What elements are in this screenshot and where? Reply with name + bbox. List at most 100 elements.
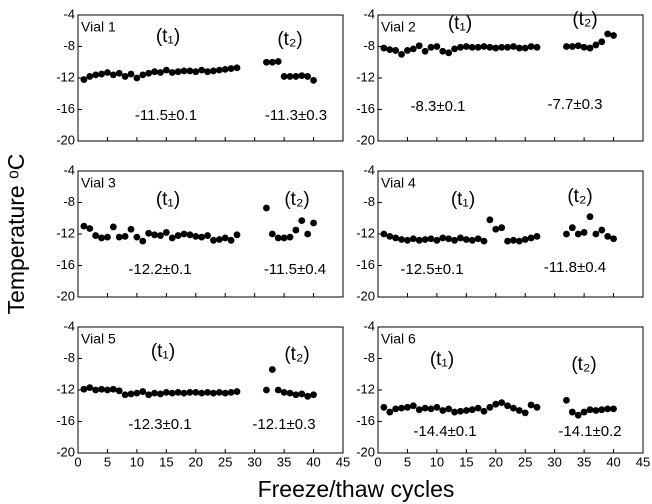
data-point xyxy=(604,232,612,240)
data-point xyxy=(298,72,306,80)
data-point xyxy=(221,389,229,397)
data-point xyxy=(233,64,241,72)
data-point xyxy=(586,213,594,221)
mean-annotation: -12.2±0.1 xyxy=(128,261,191,278)
data-point xyxy=(162,388,170,396)
data-point xyxy=(480,237,488,245)
data-point xyxy=(221,65,229,73)
data-point xyxy=(139,237,147,245)
data-point xyxy=(380,230,388,238)
data-point xyxy=(409,402,417,410)
mean-annotation: -12.5±0.1 xyxy=(400,261,463,278)
data-point xyxy=(133,389,141,397)
data-point xyxy=(421,236,429,243)
data-point xyxy=(145,69,153,77)
data-point xyxy=(533,232,541,240)
data-point xyxy=(98,234,105,242)
data-point xyxy=(180,389,188,397)
data-point xyxy=(386,408,394,416)
data-point xyxy=(409,235,417,243)
data-point xyxy=(121,391,129,399)
panel-title: Vial 5 xyxy=(81,331,116,347)
data-point xyxy=(192,68,200,76)
data-point xyxy=(109,385,117,393)
y-tick-label: -12 xyxy=(356,69,375,84)
y-tick-label: -20 xyxy=(56,288,75,303)
data-point xyxy=(204,68,211,76)
data-point xyxy=(451,45,458,53)
data-point xyxy=(486,403,494,411)
data-point xyxy=(268,366,276,373)
phase-label: (t₁) xyxy=(448,13,472,34)
data-point xyxy=(415,406,423,414)
data-point xyxy=(86,384,94,392)
data-point xyxy=(92,232,100,239)
data-point xyxy=(510,236,517,244)
phase-label: (t₁) xyxy=(451,189,475,210)
data-point xyxy=(151,231,158,239)
data-point xyxy=(462,43,470,50)
data-point xyxy=(515,237,523,245)
data-point xyxy=(568,408,576,416)
data-point xyxy=(527,234,535,242)
data-point xyxy=(563,230,570,238)
y-tick-label: -8 xyxy=(363,194,375,209)
data-point xyxy=(286,389,294,397)
data-point xyxy=(168,234,176,242)
y-tick-label: -20 xyxy=(356,132,375,147)
phase-label: (t₂) xyxy=(284,344,309,365)
data-point xyxy=(598,226,606,234)
panel-title: Vial 2 xyxy=(381,19,416,35)
data-point xyxy=(92,386,100,394)
y-tick-label: -16 xyxy=(356,413,375,428)
x-tick-label: 25 xyxy=(218,454,232,469)
data-point xyxy=(233,388,241,395)
data-point xyxy=(162,66,170,74)
data-point xyxy=(486,43,494,51)
y-tick-label: -8 xyxy=(363,38,375,53)
data-point xyxy=(498,43,506,51)
data-point xyxy=(198,389,206,397)
data-point xyxy=(421,404,429,412)
data-point xyxy=(415,42,423,50)
data-point xyxy=(174,388,182,396)
x-tick-label: 25 xyxy=(518,454,532,469)
data-point xyxy=(198,233,206,241)
y-tick-label: -16 xyxy=(356,257,375,272)
data-point xyxy=(86,73,94,80)
data-point xyxy=(139,71,147,79)
data-point xyxy=(592,41,600,49)
x-axis-label: Freeze/thaw cycles xyxy=(258,476,455,502)
data-point xyxy=(468,236,476,244)
y-tick-label: -4 xyxy=(63,318,75,333)
y-tick-label: -16 xyxy=(356,101,375,116)
data-point xyxy=(127,390,135,398)
data-point xyxy=(415,236,423,244)
data-point xyxy=(151,68,158,76)
data-point xyxy=(227,65,235,72)
data-point xyxy=(386,232,394,240)
x-tick-label: 20 xyxy=(189,454,203,469)
data-point xyxy=(504,237,511,245)
x-tick-label: 15 xyxy=(459,454,473,469)
data-point xyxy=(80,222,88,230)
data-point xyxy=(121,73,129,80)
data-point xyxy=(168,389,176,397)
phase-label: (t₂) xyxy=(284,189,309,210)
data-point xyxy=(292,226,300,234)
data-point xyxy=(192,232,200,240)
data-point xyxy=(210,67,217,75)
data-point xyxy=(521,409,529,417)
y-tick-label: -8 xyxy=(63,350,75,365)
plot-frame xyxy=(377,14,644,142)
y-tick-label: -8 xyxy=(63,38,75,53)
data-point xyxy=(263,386,270,394)
y-tick-label: -12 xyxy=(356,225,375,240)
mean-annotation: -11.8±0.4 xyxy=(544,259,606,276)
data-point xyxy=(521,44,529,52)
data-point xyxy=(109,223,117,231)
y-tick-label: -20 xyxy=(56,444,75,459)
data-point xyxy=(610,235,617,243)
data-point xyxy=(274,58,282,65)
